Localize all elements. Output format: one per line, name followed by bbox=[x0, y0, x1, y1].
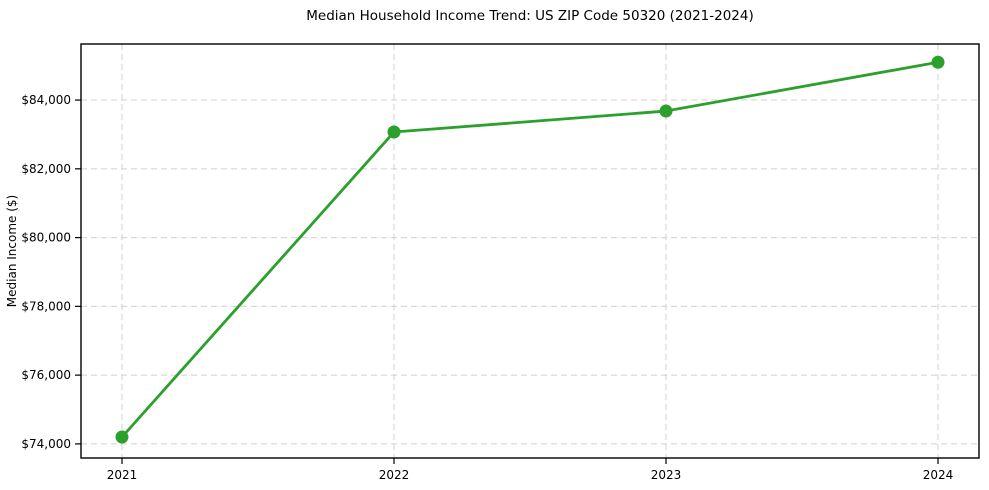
y-tick-label: $82,000 bbox=[21, 162, 71, 176]
y-tick-label: $78,000 bbox=[21, 299, 71, 313]
y-tick-label: $76,000 bbox=[21, 368, 71, 382]
data-point bbox=[931, 55, 945, 69]
y-tick-label: $84,000 bbox=[21, 93, 71, 107]
x-tick-label: 2024 bbox=[923, 468, 954, 482]
y-tick-label: $80,000 bbox=[21, 231, 71, 245]
x-tick-label: 2021 bbox=[107, 468, 138, 482]
x-tick-label: 2022 bbox=[379, 468, 410, 482]
data-point bbox=[659, 104, 673, 118]
chart-title: Median Household Income Trend: US ZIP Co… bbox=[306, 8, 754, 24]
trend-line bbox=[120, 60, 940, 439]
data-point bbox=[387, 125, 401, 139]
axes-frame bbox=[80, 43, 980, 459]
x-tick-label: 2023 bbox=[651, 468, 682, 482]
y-axis-label: Median Income ($) bbox=[5, 195, 19, 307]
y-tick-label: $74,000 bbox=[21, 437, 71, 451]
data-point bbox=[115, 430, 129, 444]
